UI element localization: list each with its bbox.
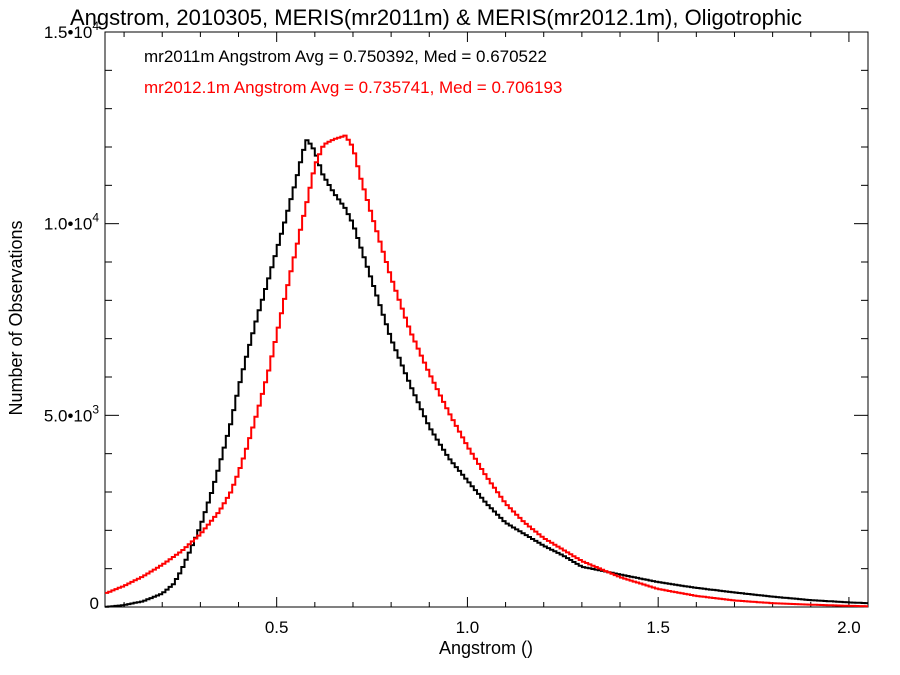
plot-area: 0.5 1.0 1.5 2.0 0 5.0•103 1.0•104 1.5•104 [44,19,869,637]
y-tick-label: 0 [90,594,99,613]
x-tick-label: 2.0 [837,618,861,637]
y-tick-label: 5.0•103 [44,402,100,425]
y-axis-label: Number of Observations [6,220,26,415]
series-0-line [105,139,868,608]
chart-title: Angstrom, 2010305, MERIS(mr2011m) & MERI… [70,5,802,30]
plot-frame [104,31,869,608]
annotation-mr2012-1m: mr2012.1m Angstrom Avg = 0.735741, Med =… [144,78,562,97]
x-tick-label: 0.5 [265,618,289,637]
x-tick-label: 1.5 [646,618,670,637]
series-1-line [105,134,868,608]
annotation-mr2011m: mr2011m Angstrom Avg = 0.750392, Med = 0… [144,47,547,66]
x-axis-label: Angstrom () [439,638,533,658]
y-tick-label: 1.5•104 [44,19,100,42]
x-tick-label: 1.0 [456,618,480,637]
y-tick-label: 1.0•104 [44,211,100,234]
